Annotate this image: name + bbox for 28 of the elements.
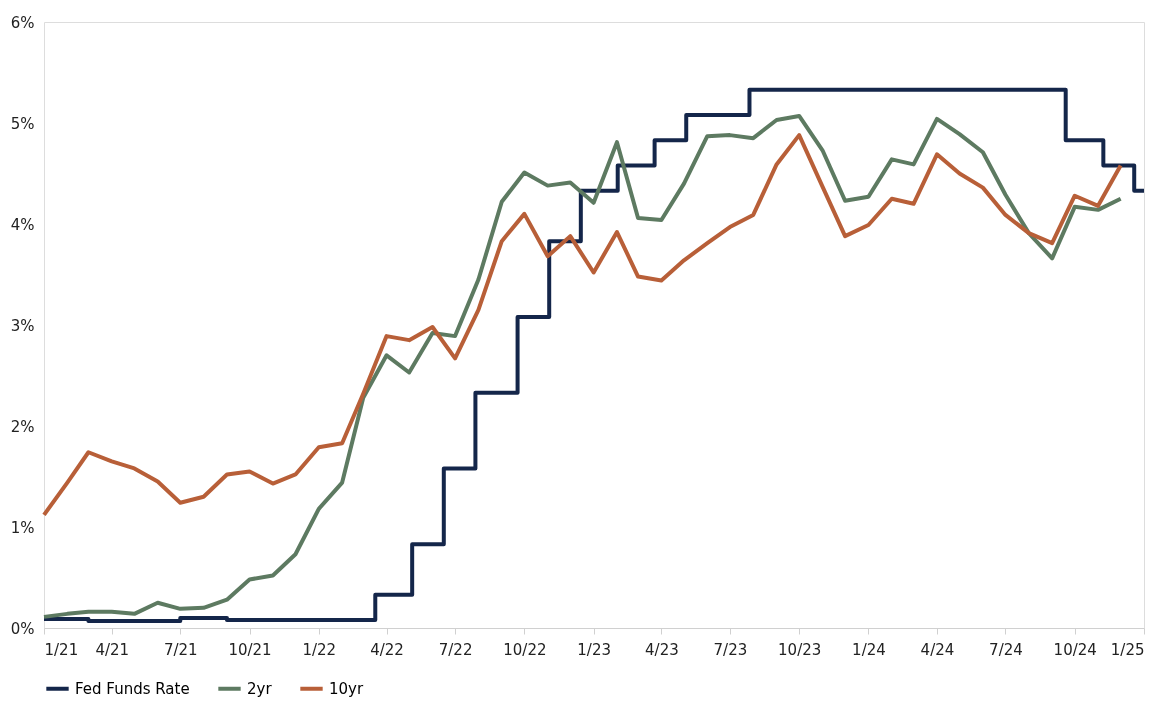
x-tick-label: 10/22	[503, 640, 547, 659]
x-tick-label: 10/21	[228, 640, 272, 659]
legend-label: 10yr	[329, 679, 364, 698]
x-tick-label: 7/24	[989, 640, 1023, 659]
x-tick-label: 1/21	[44, 640, 79, 659]
y-tick-label: 3%	[10, 316, 35, 335]
legend-label: Fed Funds Rate	[75, 679, 190, 698]
x-tick-label: 4/23	[645, 640, 679, 659]
x-tick-label: 1/22	[302, 640, 337, 659]
x-tick-label: 1/24	[852, 640, 886, 659]
line-series	[42, 133, 1123, 517]
legend-label: 2yr	[247, 679, 273, 698]
y-tick-label: 5%	[10, 114, 35, 133]
x-tick-label: 7/21	[163, 640, 198, 659]
x-tick-label: 1/23	[577, 640, 611, 659]
x-tick-label: 4/22	[370, 640, 404, 659]
y-tick-label: 6%	[10, 13, 35, 32]
y-tick-label: 2%	[10, 417, 35, 436]
x-tick-label: 4/24	[920, 640, 955, 659]
x-tick-label: 7/23	[713, 640, 748, 659]
x-tick-label: 4/21	[95, 640, 130, 659]
x-tick-label: 10/24	[1053, 640, 1097, 659]
y-tick-label: 0%	[10, 619, 35, 638]
y-tick-label: 4%	[10, 215, 35, 234]
x-tick-label: 7/22	[438, 640, 473, 659]
x-tick-label: 10/23	[778, 640, 822, 659]
x-tick-label: 1/25	[1110, 640, 1145, 659]
y-tick-label: 1%	[10, 518, 35, 537]
